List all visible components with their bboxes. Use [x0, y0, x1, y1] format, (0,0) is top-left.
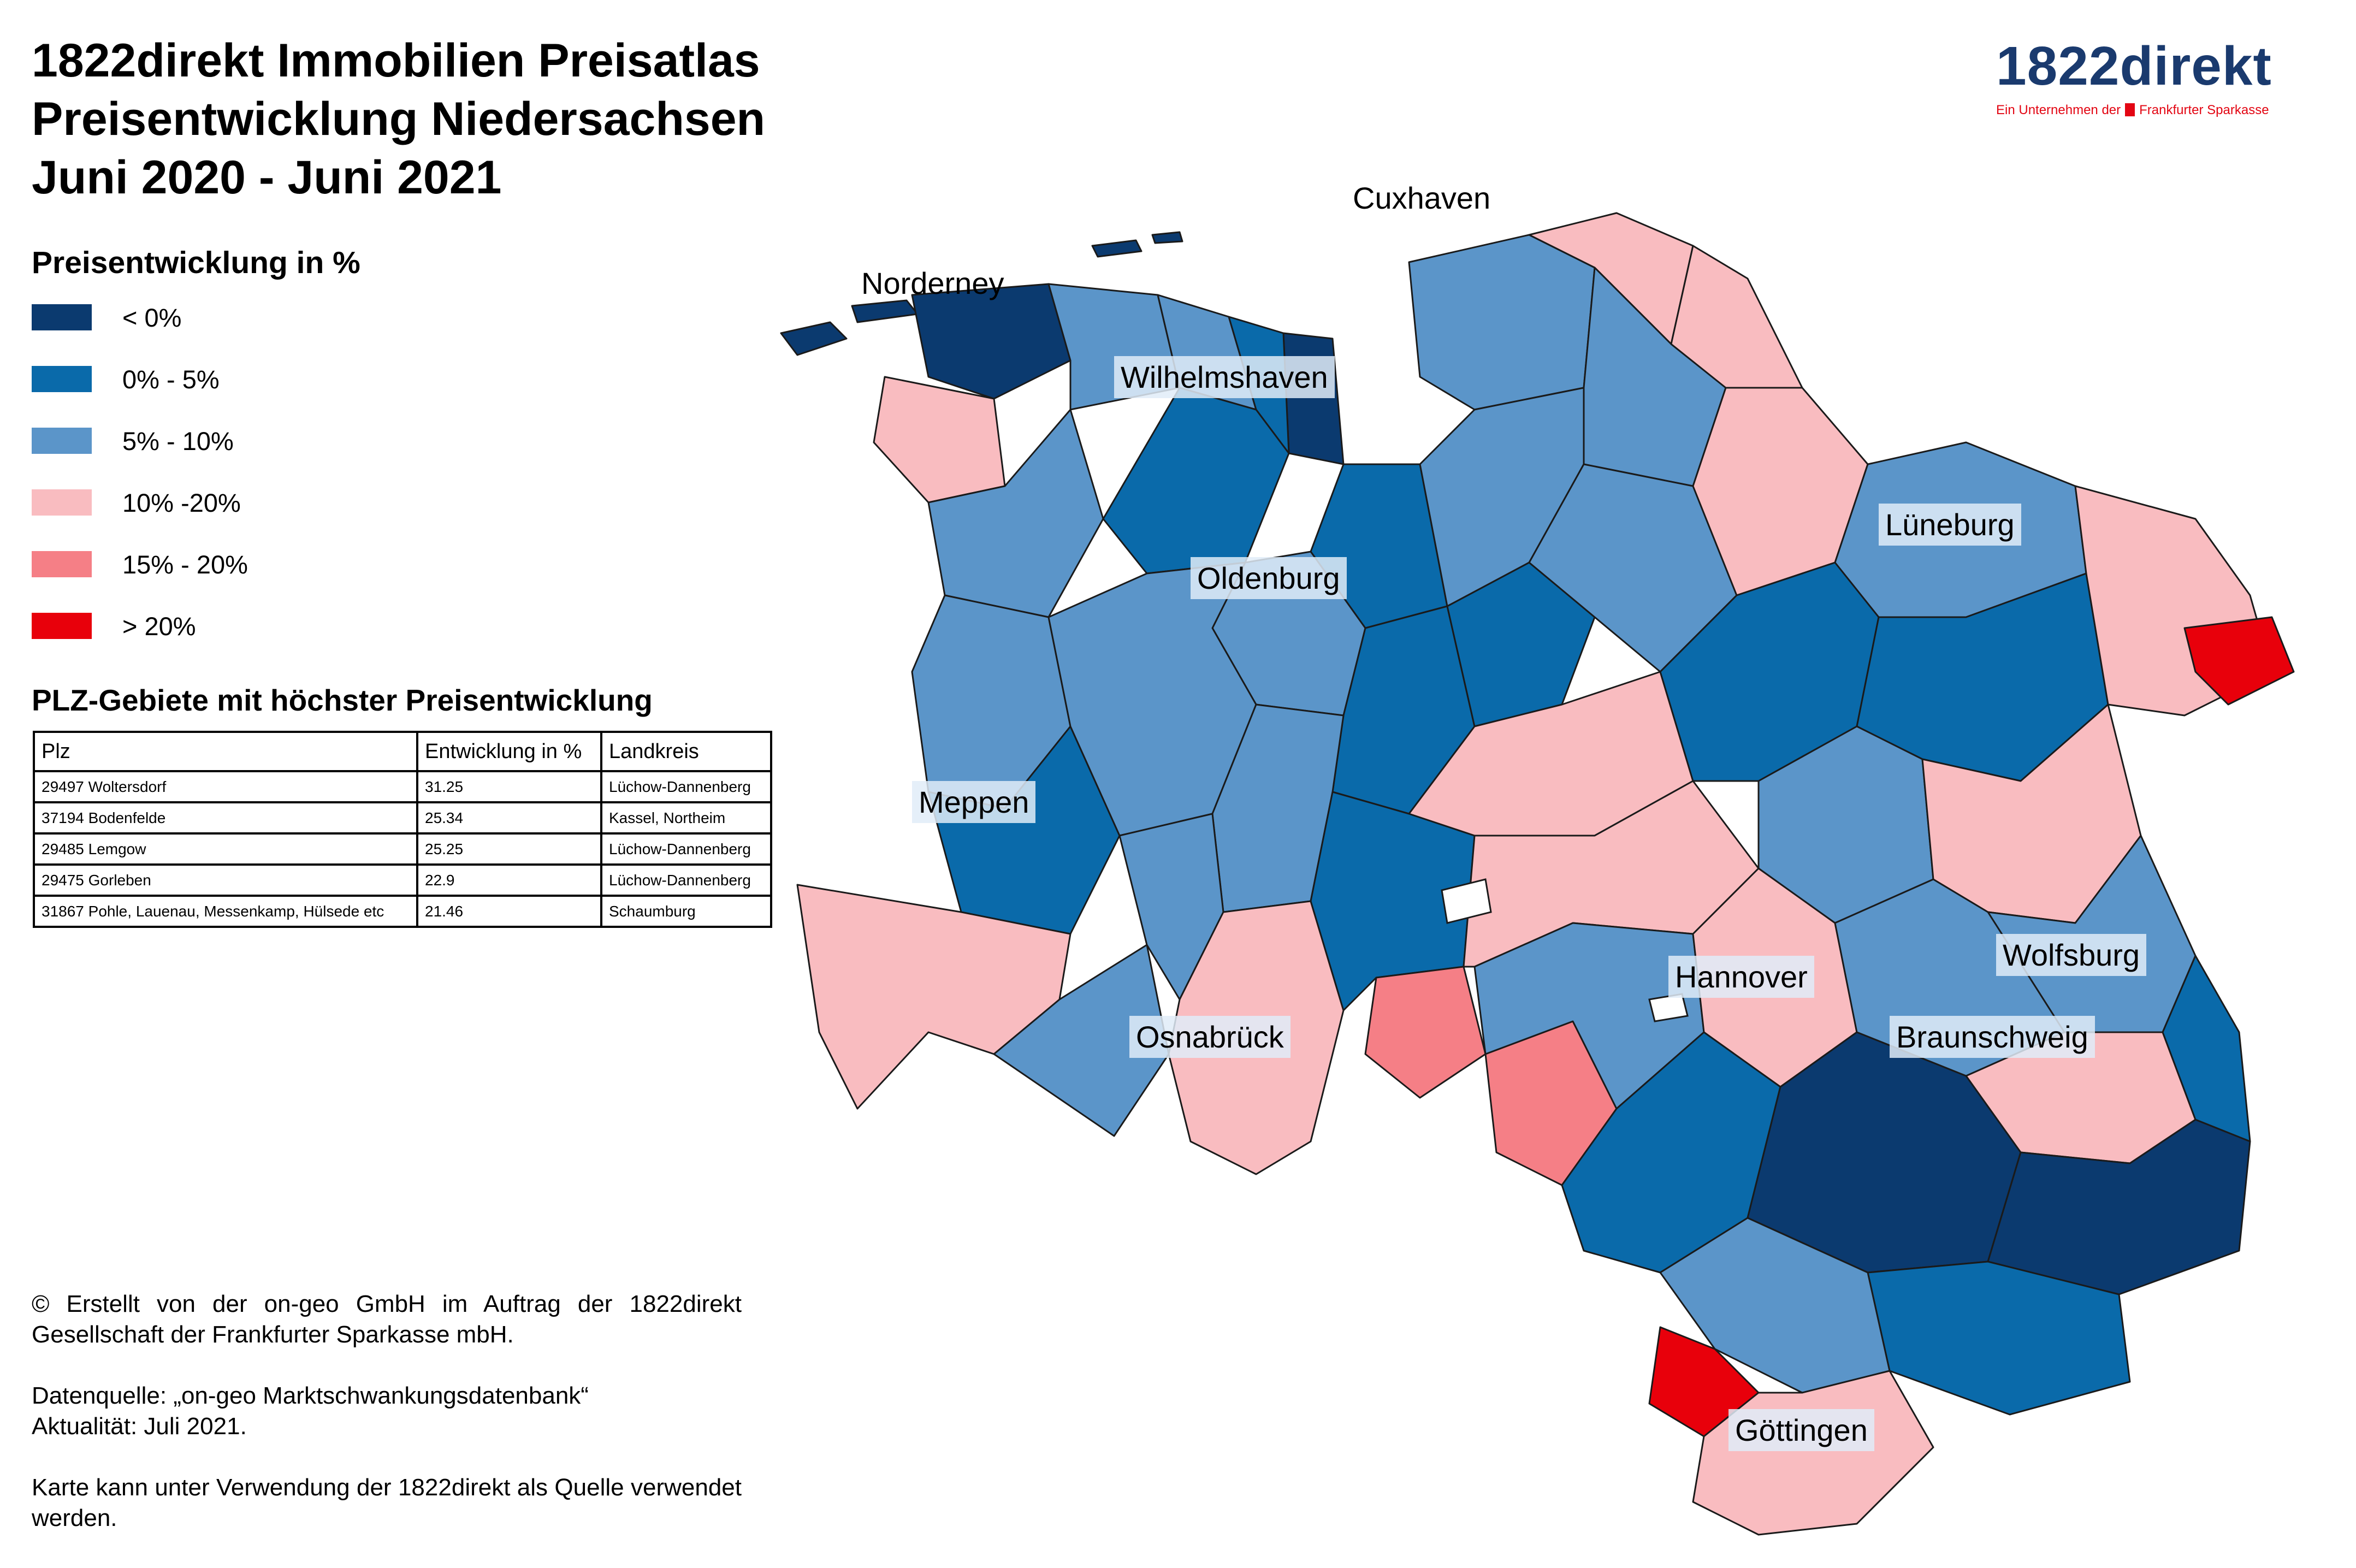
map-label-goettingen: Göttingen — [1728, 1409, 1874, 1451]
logo-tagline-prefix: Ein Unternehmen der — [1996, 103, 2121, 117]
logo-wordmark: 1822direkt — [1996, 35, 2272, 97]
table-row: 29485 Lemgow 25.25 Lüchow-Dannenberg — [33, 832, 772, 866]
legend-item-15-20: 15% - 20% — [32, 549, 359, 579]
cell-landkreis: Schaumburg — [600, 895, 772, 928]
column-header-entwicklung: Entwicklung in % — [416, 731, 602, 772]
credits-usage: Karte kann unter Verwendung der 1822dire… — [32, 1474, 742, 1531]
column-header-landkreis: Landkreis — [600, 731, 772, 772]
map-label-braunschweig: Braunschweig — [1890, 1016, 2095, 1058]
cell-plz: 29497 Woltersdorf — [33, 770, 418, 803]
title-line-3: Juni 2020 - Juni 2021 — [32, 151, 502, 204]
map-label-meppen: Meppen — [912, 781, 1036, 823]
credits-date: Aktualität: Juli 2021. — [32, 1413, 247, 1440]
cell-plz: 37194 Bodenfelde — [33, 801, 418, 835]
column-header-plz: Plz — [33, 731, 418, 772]
cell-entwicklung: 21.46 — [416, 895, 602, 928]
map-region-ammerland — [1102, 387, 1290, 575]
table-row: 37194 Bodenfelde 25.34 Kassel, Northeim — [33, 801, 772, 835]
map-title: 1822direkt Immobilien Preisatlas Preisen… — [32, 32, 765, 207]
map-region-woltersdorf — [2183, 616, 2295, 706]
cell-landkreis: Lüchow-Dannenberg — [600, 863, 772, 897]
map-lake-steinhuder-meer — [1648, 993, 1689, 1022]
legend-item-0-5: 0% - 5% — [32, 364, 359, 394]
map-label-norderney: Norderney — [861, 266, 1004, 300]
table-row: 29497 Woltersdorf 31.25 Lüchow-Dannenber… — [33, 770, 772, 803]
table-title: PLZ-Gebiete mit höchster Preisentwicklun… — [32, 683, 653, 717]
cell-landkreis: Lüchow-Dannenberg — [600, 770, 772, 803]
title-line-1: 1822direkt Immobilien Preisatlas — [32, 34, 760, 87]
map-region-helmstedt — [2162, 955, 2251, 1143]
cell-entwicklung: 22.9 — [416, 863, 602, 897]
legend-label: 10% -20% — [122, 488, 241, 517]
cell-entwicklung: 25.25 — [416, 832, 602, 866]
credits-author: © Erstellt von der on-geo GmbH im Auftra… — [32, 1291, 742, 1348]
legend-swatch — [32, 366, 92, 392]
map-label-wilhelmshaven: Wilhelmshaven — [1114, 356, 1335, 398]
cell-entwicklung: 31.25 — [416, 770, 602, 803]
map-region-nienburg-west — [1364, 966, 1487, 1099]
sparkasse-icon — [2125, 103, 2135, 116]
map-region-cuxhaven — [1408, 234, 1596, 411]
table-row: 29475 Gorleben 22.9 Lüchow-Dannenberg — [33, 863, 772, 897]
plz-table: Plz Entwicklung in % Landkreis 29497 Wol… — [33, 731, 772, 928]
cell-entwicklung: 25.34 — [416, 801, 602, 835]
map-label-oldenburg: Oldenburg — [1191, 557, 1347, 599]
map-label-wolfsburg: Wolfsburg — [1996, 934, 2147, 976]
legend-swatch — [32, 489, 92, 516]
map-region-grafschaft-bentheim — [993, 944, 1170, 1137]
legend-item-10-20: 10% -20% — [32, 488, 359, 518]
legend-swatch — [32, 551, 92, 577]
choropleth-map: Cuxhaven Norderney Wilhelmshaven Oldenbu… — [765, 180, 2348, 1559]
cell-plz: 29475 Gorleben — [33, 863, 418, 897]
map-region-wilhelmshaven — [1282, 332, 1345, 465]
map-label-cuxhaven: Cuxhaven — [1353, 181, 1491, 215]
legend-label: 15% - 20% — [122, 550, 248, 579]
credits-source: Datenquelle: „on-geo Marktschwankungsdat… — [32, 1382, 589, 1409]
legend-swatch — [32, 428, 92, 454]
logo-tagline-suffix: Frankfurter Sparkasse — [2139, 103, 2269, 117]
logo-tagline: Ein Unternehmen der Frankfurter Sparkasse — [1996, 103, 2307, 118]
legend-label: > 20% — [122, 612, 196, 641]
cell-landkreis: Kassel, Northeim — [600, 801, 772, 835]
legend-item-above-20: > 20% — [32, 611, 359, 641]
map-label-osnabrueck: Osnabrück — [1129, 1016, 1291, 1058]
legend-title: Preisentwicklung in % — [32, 245, 360, 280]
credits: © Erstellt von der on-geo GmbH im Auftra… — [32, 1289, 742, 1564]
title-line-2: Preisentwicklung Niedersachsen — [32, 93, 766, 145]
map-region-norden — [911, 283, 1072, 400]
cell-plz: 29485 Lemgow — [33, 832, 418, 866]
legend-item-below-0: < 0% — [32, 303, 359, 333]
map-label-lueneburg: Lüneburg — [1879, 504, 2021, 546]
map-region-bremen-umland — [1446, 561, 1596, 727]
legend-swatch — [32, 304, 92, 330]
map-svg — [780, 212, 2295, 1536]
cell-plz: 31867 Pohle, Lauenau, Messenkamp, Hülsed… — [33, 895, 418, 928]
legend-swatch — [32, 613, 92, 639]
legend-label: 5% - 10% — [122, 427, 234, 455]
map-region-east-frisian-islands — [1091, 239, 1143, 258]
legend-label: 0% - 5% — [122, 365, 220, 394]
table-row: 31867 Pohle, Lauenau, Messenkamp, Hülsed… — [33, 895, 772, 928]
brand-logo: 1822direkt Ein Unternehmen der Frankfurte… — [1996, 36, 2307, 118]
cell-landkreis: Lüchow-Dannenberg — [600, 832, 772, 866]
map-region-east-frisian-islands — [780, 321, 848, 356]
map-region-east-frisian-islands — [1151, 231, 1183, 244]
map-label-hannover: Hannover — [1668, 956, 1814, 998]
legend-item-5-10: 5% - 10% — [32, 426, 359, 456]
table-header-row: Plz Entwicklung in % Landkreis — [33, 731, 772, 772]
map-lake-duemmer — [1441, 878, 1492, 924]
legend-label: < 0% — [122, 303, 182, 332]
